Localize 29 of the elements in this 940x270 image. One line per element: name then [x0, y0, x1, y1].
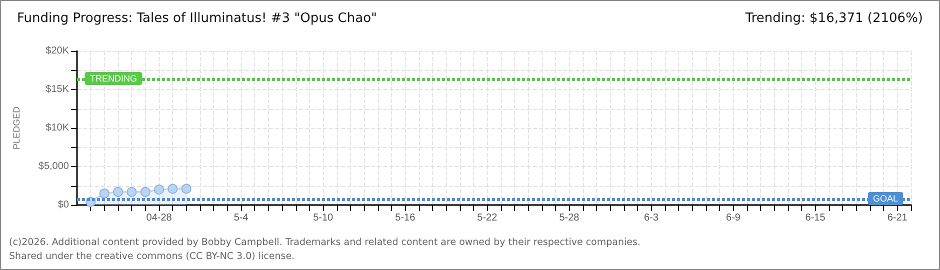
y-tick-label: $0: [58, 200, 70, 210]
chart-title: Funding Progress: Tales of Illuminatus! #3 "Opus Chao": [17, 11, 378, 26]
x-tick-label: 5-10: [313, 212, 334, 224]
point: [113, 186, 124, 197]
ref-line-label: TRENDING: [90, 73, 137, 84]
x-tick-label: 5-28: [559, 212, 580, 224]
point: [140, 186, 150, 197]
y-tick-label: $15K: [46, 84, 70, 95]
point: [181, 184, 192, 194]
y-tick-label: $5,000: [38, 161, 70, 172]
point: [168, 184, 178, 194]
point: [154, 184, 164, 195]
x-tick-label: 5-4: [234, 212, 249, 224]
x-tick-label: 6-21: [887, 212, 908, 224]
text: (c)2026. Additional content provided by Bobby Campbell. Trademarks and related content are owned by their respective companies.: [9, 237, 640, 248]
x-tick-label: 5-22: [477, 212, 498, 224]
y-axis-title: PLEDGED: [12, 106, 22, 150]
text: Shared under the creative commons (CC BY-NC 3.0) license.: [9, 251, 295, 262]
x-tick-label: 04-28: [146, 212, 172, 224]
y-tick-label: $20K: [46, 46, 70, 56]
x-tick-label: 6-15: [805, 212, 826, 224]
x-tick-label: 5-16: [395, 212, 416, 224]
point: [99, 188, 110, 198]
chart-subtitle: Trending: $16,371 (2106%): [745, 11, 923, 26]
y-tick-label: $10K: [46, 122, 70, 134]
ref-line-label: GOAL: [872, 194, 898, 204]
point: [126, 186, 137, 197]
x-tick-label: 6-3: [644, 212, 659, 224]
x-tick-label: 6-9: [726, 212, 741, 224]
